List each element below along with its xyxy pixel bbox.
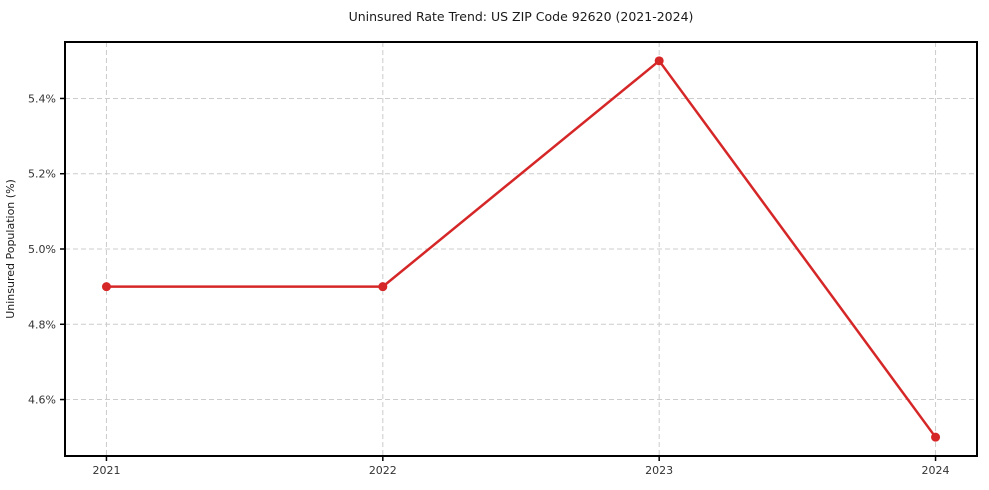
axes: 4.6% 4.8% 5.0% 5.2% 5.4% 2021 2022 2023 2024 xyxy=(28,41,978,477)
y-tick-label: 5.0% xyxy=(28,243,56,256)
x-tick-label: 2022 xyxy=(369,464,397,477)
y-axis-label: Uninsured Population (%) xyxy=(4,179,17,319)
chart-title: Uninsured Rate Trend: US ZIP Code 92620 … xyxy=(349,9,694,24)
y-tick-label: 4.8% xyxy=(28,318,56,331)
y-tick-label: 4.6% xyxy=(28,394,56,407)
data-series xyxy=(101,56,941,442)
x-tick-label: 2024 xyxy=(922,464,950,477)
trend-line xyxy=(105,59,937,439)
gridlines xyxy=(65,42,977,456)
data-point-2024 xyxy=(931,432,941,442)
y-tick-label: 5.2% xyxy=(28,168,56,181)
data-point-2021 xyxy=(101,282,111,292)
y-tick-label: 5.4% xyxy=(28,92,56,105)
data-point-2023 xyxy=(654,56,664,66)
plot-border xyxy=(64,41,978,457)
x-tick-label: 2021 xyxy=(92,464,120,477)
x-tick-label: 2023 xyxy=(645,464,673,477)
data-point-2022 xyxy=(378,282,388,292)
